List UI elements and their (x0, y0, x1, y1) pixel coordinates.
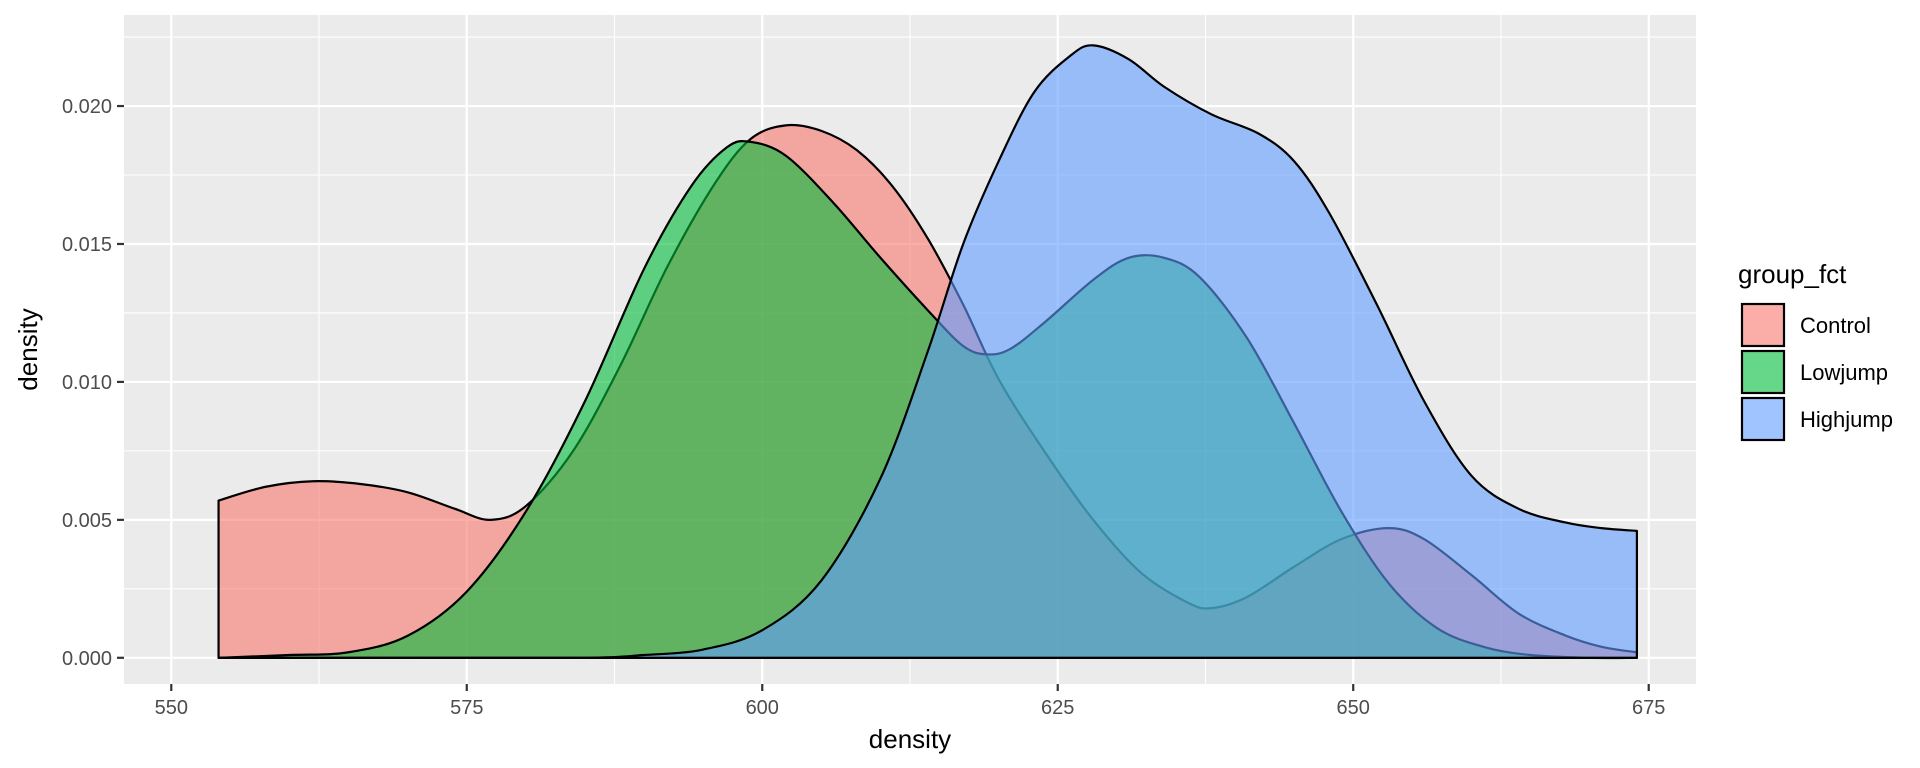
legend-key-lowjump (1740, 349, 1786, 395)
x-tick-label: 625 (1041, 697, 1074, 719)
legend-key-control (1740, 302, 1786, 348)
x-tick-label: 650 (1337, 697, 1370, 719)
y-tick-label: 0.000 (62, 648, 112, 670)
y-axis: 0.000 0.005 0.010 0.015 0.020 (62, 96, 124, 670)
y-tick-label: 0.010 (62, 372, 112, 394)
legend: group_fct Control Lowjump Highjump (1738, 259, 1893, 442)
x-tick-label: 575 (450, 697, 483, 719)
x-tick-label: 550 (155, 697, 188, 719)
legend-label-control: Control (1800, 313, 1871, 338)
y-axis-title: density (13, 308, 43, 390)
density-areas (217, 44, 1638, 660)
y-tick-label: 0.005 (62, 510, 112, 532)
y-tick-label: 0.020 (62, 96, 112, 118)
x-tick-label: 600 (746, 697, 779, 719)
y-tick-label: 0.015 (62, 234, 112, 256)
x-tick-label: 675 (1632, 697, 1665, 719)
legend-key-highjump (1740, 396, 1786, 442)
x-axis: 550 575 600 625 650 675 (155, 684, 1665, 719)
legend-label-lowjump: Lowjump (1800, 360, 1888, 385)
density-outline-highjump (217, 44, 1638, 660)
legend-label-highjump: Highjump (1800, 407, 1893, 432)
legend-title: group_fct (1738, 259, 1847, 289)
x-axis-title: density (869, 724, 951, 754)
legend-entries: Control Lowjump Highjump (1740, 302, 1893, 442)
